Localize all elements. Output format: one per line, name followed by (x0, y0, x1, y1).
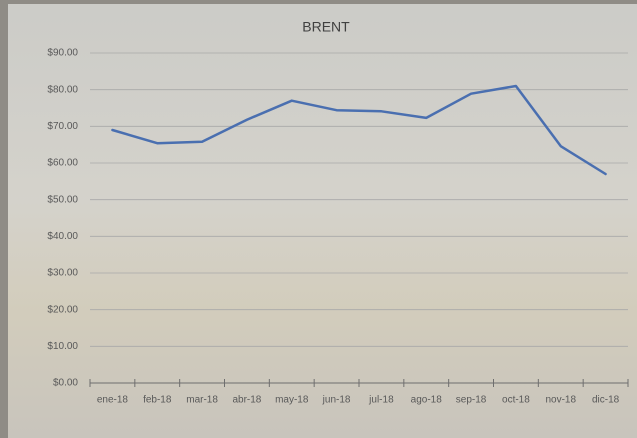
y-tick-label: $30.00 (47, 268, 78, 279)
y-tick-label: $80.00 (47, 84, 78, 95)
x-tick-label: may-18 (275, 395, 309, 406)
x-tick-label: abr-18 (232, 395, 261, 406)
x-tick-label: ago-18 (411, 395, 443, 406)
x-tick-label: feb-18 (143, 395, 172, 406)
x-tick-label: nov-18 (545, 395, 576, 406)
x-tick-label: ene-18 (97, 395, 129, 406)
chart-title: BRENT (302, 19, 350, 35)
x-tick-label: oct-18 (502, 395, 530, 406)
x-tick-label: jun-18 (322, 395, 351, 406)
y-tick-label: $40.00 (47, 231, 78, 242)
y-tick-label: $70.00 (47, 121, 78, 132)
x-tick-label: mar-18 (186, 395, 218, 406)
y-tick-label: $10.00 (47, 341, 78, 352)
chart-area (8, 4, 637, 438)
line (111, 84, 607, 176)
x-tick-label: sep-18 (456, 395, 487, 406)
x-tick-label: jul-18 (368, 395, 394, 406)
y-tick-label: $50.00 (47, 194, 78, 205)
y-tick-label: $90.00 (47, 48, 78, 59)
y-tick-label: $20.00 (47, 304, 78, 315)
y-tick-label: $60.00 (47, 158, 78, 169)
x-tick-label: dic-18 (592, 395, 620, 406)
y-tick-label: $0.00 (53, 378, 78, 389)
